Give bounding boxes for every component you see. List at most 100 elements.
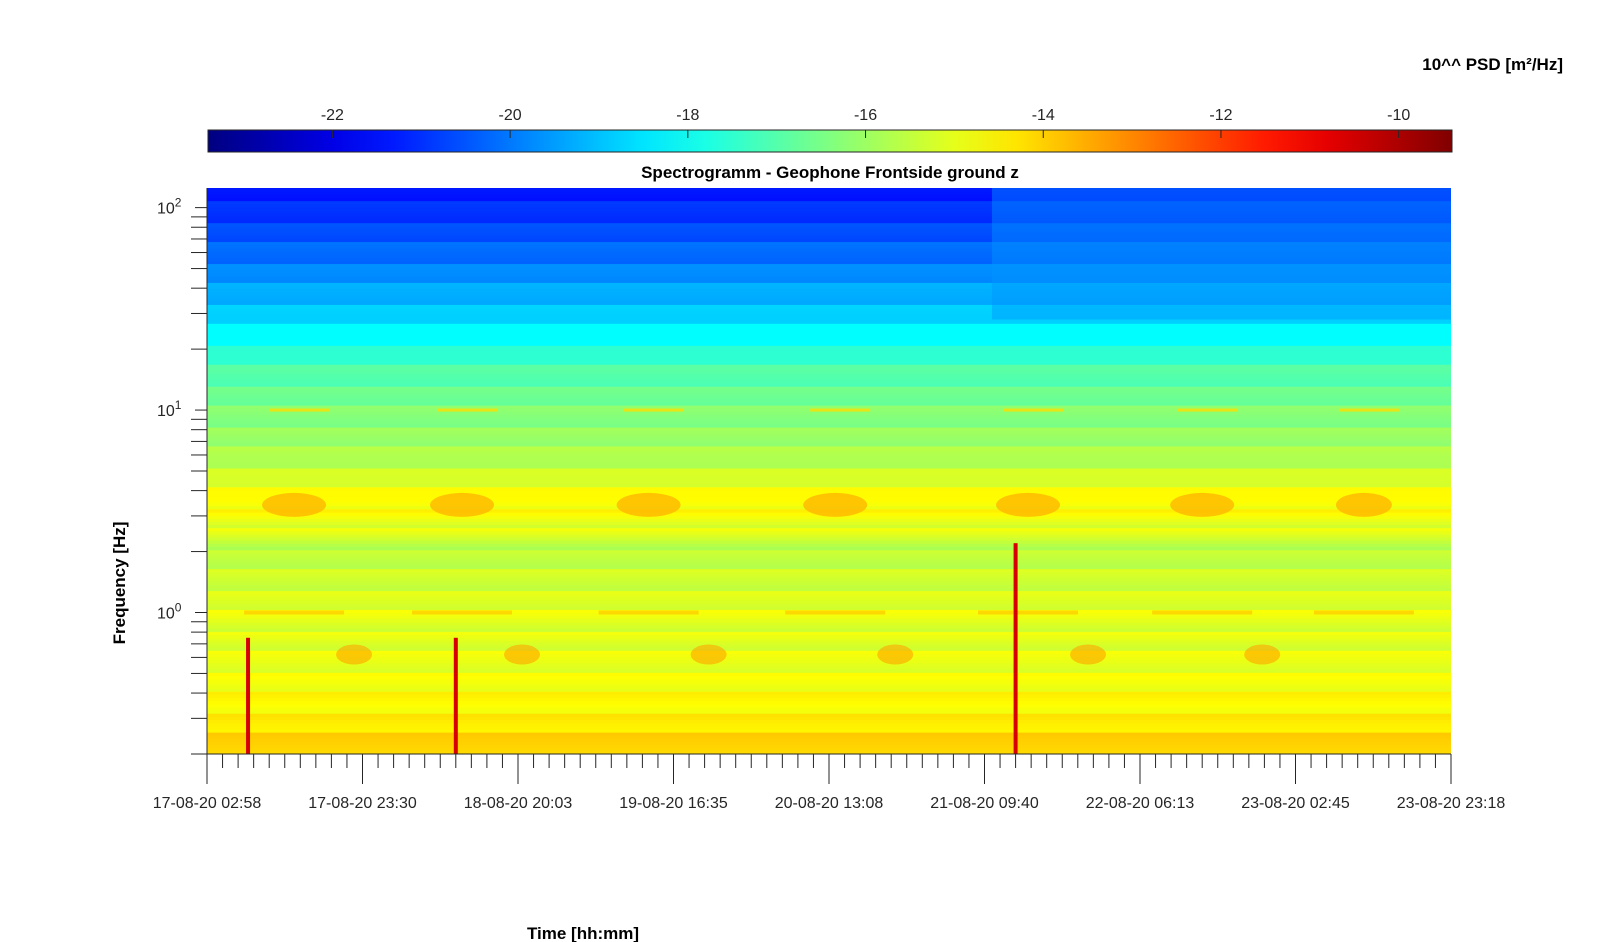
psd-band [207,662,1451,667]
psd-band [207,316,1451,321]
psd-band [207,458,1451,463]
psd-band [207,219,1451,224]
activity-patch [1244,644,1281,665]
x-tick-label: 23-08-20 02:45 [1241,795,1350,812]
x-tick-label: 18-08-20 20:03 [464,795,573,812]
psd-band [207,228,1451,233]
line-feature [269,408,330,412]
activity-patch [1070,644,1107,665]
psd-band [207,398,1451,403]
psd-band [207,728,1451,733]
psd-band [207,700,1451,705]
line-feature [623,408,684,412]
x-tick-label: 17-08-20 23:30 [308,795,417,812]
x-axis: 17-08-20 02:58 17-08-20 23:30 18-08-20 20:… [153,753,1505,812]
psd-region [991,188,1451,320]
psd-band [207,367,1451,371]
psd-band [207,342,1451,346]
psd-band [207,291,1451,296]
x-tick-label: 21-08-20 09:40 [930,795,1039,812]
x-tick-label: 17-08-20 02:58 [153,795,262,812]
activity-patch [996,492,1061,517]
psd-band [207,307,1451,312]
line-feature [1152,610,1253,615]
activity-patch [1335,492,1392,517]
psd-band [207,348,1451,353]
psd-band [207,197,1451,202]
psd-band [207,254,1451,258]
colorbar-ticks: -22 -20 -18 -16 -14 -12 -10 [321,107,1410,138]
psd-band [207,200,1451,205]
activity-patch [690,644,727,665]
psd-band [207,420,1451,425]
psd-band [207,426,1451,431]
psd-band [207,562,1451,566]
psd-band [207,467,1451,472]
psd-band [207,238,1451,243]
colorbar-label: 10^^ PSD [m²/Hz] [1422,55,1563,74]
psd-band [207,354,1451,359]
transient-spike [246,637,251,754]
psd-band [207,448,1451,453]
psd-band [207,697,1451,702]
psd-band [207,323,1451,327]
psd-band [207,301,1451,305]
psd-band [207,247,1451,252]
psd-band [207,266,1451,271]
psd-band [207,719,1451,724]
psd-band [207,631,1451,636]
psd-band [207,272,1451,277]
psd-band [207,577,1451,582]
psd-band [207,310,1451,315]
psd-band [207,587,1451,592]
line-feature [810,408,871,412]
activity-patch [1170,492,1235,517]
line-feature [1003,408,1064,412]
psd-band [207,527,1451,532]
psd-band [207,634,1451,639]
psd-band [207,329,1451,334]
psd-band [207,326,1451,331]
activity-patch [262,492,327,517]
colorbar-tick-label: -20 [499,107,522,124]
psd-band [207,313,1451,318]
colorbar-tick-label: -12 [1209,107,1232,124]
line-feature [1338,408,1399,412]
y-tick-label: 100 [157,601,182,623]
psd-band [207,404,1451,409]
transient-spike [1013,543,1018,754]
psd-band [207,474,1451,478]
psd-band [207,445,1451,450]
psd-band [207,546,1451,551]
colorbar-tick-label: -22 [321,107,344,124]
psd-band [207,379,1451,384]
psd-band [207,483,1451,488]
psd-band [207,722,1451,727]
psd-band [207,744,1451,749]
psd-band [207,357,1451,362]
psd-band [207,395,1451,400]
psd-band [207,338,1451,343]
psd-band [207,625,1451,629]
psd-band [207,279,1451,283]
psd-band [207,530,1451,535]
psd-band [207,414,1451,419]
psd-band [207,288,1451,293]
psd-band [207,537,1451,541]
psd-band [207,235,1451,239]
psd-band [207,423,1451,428]
psd-band [207,232,1451,236]
psd-band [207,581,1451,585]
psd-band [207,559,1451,563]
colorbar-tick-label: -10 [1387,107,1410,124]
psd-band [207,606,1451,610]
transient-spike [453,637,458,754]
psd-band [207,747,1451,752]
psd-band [207,533,1451,538]
psd-band [207,203,1451,208]
psd-band [207,584,1451,588]
psd-band [207,665,1451,670]
colorbar-tick-label: -18 [676,107,699,124]
line-feature [1313,610,1414,615]
